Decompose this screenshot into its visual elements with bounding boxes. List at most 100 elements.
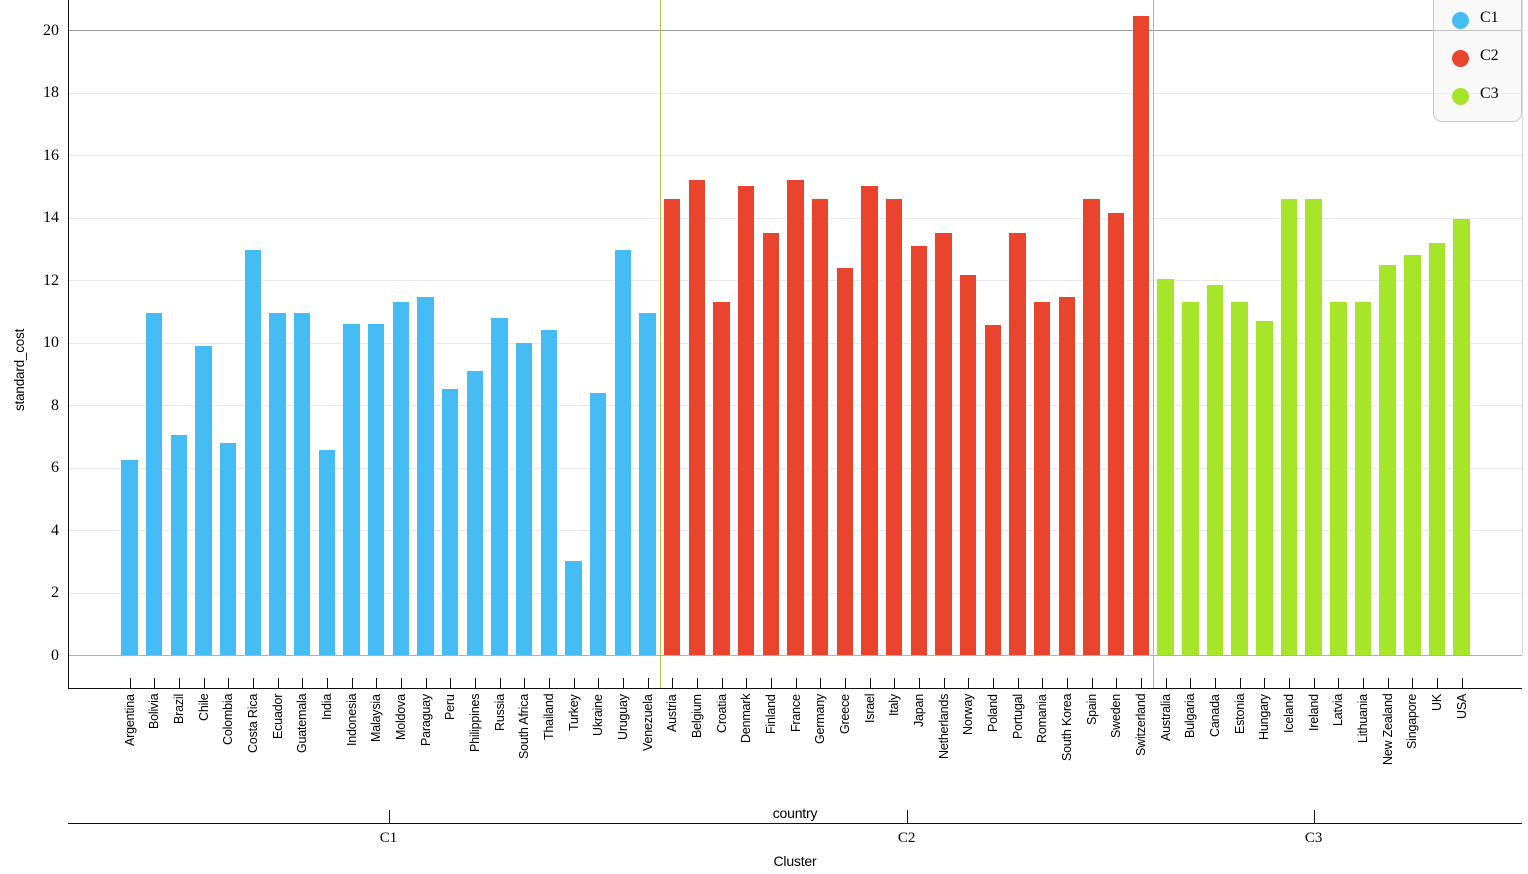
bar-costa-rica[interactable] bbox=[244, 250, 262, 655]
bar-singapore[interactable] bbox=[1404, 255, 1421, 655]
x-tick-label-denmark: Denmark bbox=[739, 694, 754, 744]
bar-peru[interactable] bbox=[442, 389, 459, 655]
legend-item-c2[interactable]: C2 bbox=[1450, 46, 1514, 70]
x-tick-label-switzerland: Switzerland bbox=[1133, 694, 1148, 757]
x-tick-finland bbox=[770, 678, 772, 688]
x-tick-label-italy: Italy bbox=[887, 694, 902, 716]
legend-swatch-icon-c3 bbox=[1452, 88, 1469, 105]
bar-moldova[interactable] bbox=[392, 301, 410, 655]
y-tick-label-2: 2 bbox=[51, 584, 59, 602]
x-tick-south-africa bbox=[524, 678, 526, 688]
bar-australia[interactable] bbox=[1157, 278, 1174, 655]
bar-sweden[interactable] bbox=[1108, 212, 1125, 655]
x-tick-label-estonia: Estonia bbox=[1232, 694, 1247, 735]
bar-philippines[interactable] bbox=[466, 370, 484, 655]
y-axis-title: standard_cost bbox=[12, 328, 27, 412]
x-tick-lithuania bbox=[1363, 678, 1364, 688]
x-tick-germany bbox=[820, 678, 822, 688]
bar-india[interactable] bbox=[318, 450, 336, 655]
x-tick-romania bbox=[1042, 678, 1044, 688]
x-tick-chile bbox=[203, 678, 205, 688]
x-tick-label-philippines: Philippines bbox=[467, 694, 482, 753]
x-tick-costa-rica bbox=[252, 678, 254, 688]
bar-colombia[interactable] bbox=[219, 442, 237, 655]
x-tick-austria bbox=[672, 678, 674, 688]
bar-thailand[interactable] bbox=[540, 330, 558, 655]
bar-usa[interactable] bbox=[1453, 219, 1470, 655]
bar-iceland[interactable] bbox=[1280, 198, 1298, 655]
bar-uruguay[interactable] bbox=[614, 250, 632, 655]
bar-russia[interactable] bbox=[491, 317, 508, 655]
bar-netherlands[interactable] bbox=[935, 233, 952, 655]
x-tick-canada bbox=[1214, 678, 1216, 688]
bar-spain[interactable] bbox=[1083, 198, 1100, 655]
bar-argentina[interactable] bbox=[121, 459, 138, 655]
bar-greece[interactable] bbox=[836, 267, 854, 655]
x-axis-title: country bbox=[772, 805, 818, 821]
x-tick-label-netherlands: Netherlands bbox=[936, 694, 951, 760]
bar-ecuador[interactable] bbox=[269, 312, 286, 655]
bar-lithuania[interactable] bbox=[1354, 301, 1372, 655]
bar-belgium[interactable] bbox=[688, 180, 706, 655]
x-tick-label-latvia: Latvia bbox=[1331, 694, 1346, 727]
x-tick-label-south-africa: South Africa bbox=[517, 694, 532, 760]
x-tick-greece bbox=[844, 678, 846, 688]
bar-hungary[interactable] bbox=[1256, 320, 1273, 655]
bar-venezuela[interactable] bbox=[639, 312, 656, 655]
bar-germany[interactable] bbox=[812, 198, 829, 655]
cluster-label-c3: C3 bbox=[1304, 830, 1323, 846]
bar-ukraine[interactable] bbox=[590, 392, 607, 655]
x-tick-italy bbox=[894, 678, 896, 688]
bar-norway[interactable] bbox=[960, 275, 977, 655]
x-tick-label-turkey: Turkey bbox=[566, 694, 581, 731]
bar-romania[interactable] bbox=[1034, 301, 1051, 655]
x-tick-peru bbox=[450, 678, 452, 688]
y-tick-label-12: 12 bbox=[43, 271, 59, 289]
x-tick-label-uk: UK bbox=[1430, 694, 1444, 711]
x-tick-malaysia bbox=[376, 678, 378, 688]
y-tick-label-16: 16 bbox=[43, 146, 59, 164]
bar-italy[interactable] bbox=[886, 198, 903, 655]
bar-finland[interactable] bbox=[762, 233, 780, 655]
bar-estonia[interactable] bbox=[1231, 301, 1248, 655]
bar-new-zealand[interactable] bbox=[1379, 264, 1396, 655]
gridline-y16 bbox=[68, 155, 1522, 157]
bar-portugal[interactable] bbox=[1009, 233, 1026, 655]
bar-bolivia[interactable] bbox=[145, 312, 163, 655]
legend-item-c3[interactable]: C3 bbox=[1450, 84, 1514, 108]
bar-uk[interactable] bbox=[1428, 242, 1446, 655]
bar-malaysia[interactable] bbox=[368, 323, 385, 655]
bar-guatemala[interactable] bbox=[293, 312, 311, 655]
bar-poland[interactable] bbox=[984, 325, 1002, 655]
legend-item-c1[interactable]: C1 bbox=[1450, 8, 1514, 32]
bar-switzerland[interactable] bbox=[1132, 16, 1150, 655]
bar-croatia[interactable] bbox=[713, 301, 730, 655]
bar-turkey[interactable] bbox=[565, 561, 582, 655]
legend: C1 C2 C3 bbox=[1433, 0, 1522, 122]
bar-south-africa[interactable] bbox=[516, 342, 533, 655]
x-tick-label-australia: Australia bbox=[1158, 694, 1173, 741]
bar-chile[interactable] bbox=[195, 345, 212, 655]
bar-bulgaria[interactable] bbox=[1182, 301, 1199, 655]
bar-denmark[interactable] bbox=[738, 186, 755, 655]
x-tick-label-norway: Norway bbox=[961, 694, 976, 736]
bar-brazil[interactable] bbox=[170, 434, 188, 655]
bar-france[interactable] bbox=[787, 180, 804, 655]
x-tick-label-croatia: Croatia bbox=[714, 694, 729, 733]
bar-indonesia[interactable] bbox=[343, 323, 360, 655]
x-tick-label-hungary: Hungary bbox=[1257, 694, 1272, 740]
x-tick-hungary bbox=[1264, 678, 1266, 688]
y-tick-label-20: 20 bbox=[43, 21, 59, 39]
y-tick-label-0: 0 bbox=[51, 646, 59, 664]
x-tick-singapore bbox=[1412, 678, 1414, 688]
bar-latvia[interactable] bbox=[1330, 301, 1347, 655]
x-tick-uk bbox=[1437, 678, 1438, 688]
bar-japan[interactable] bbox=[910, 245, 928, 655]
bar-ireland[interactable] bbox=[1305, 198, 1322, 655]
bar-austria[interactable] bbox=[664, 198, 681, 655]
bar-paraguay[interactable] bbox=[417, 297, 434, 655]
bar-israel[interactable] bbox=[861, 186, 878, 655]
bar-canada[interactable] bbox=[1206, 284, 1224, 655]
bar-south-korea[interactable] bbox=[1058, 297, 1076, 655]
